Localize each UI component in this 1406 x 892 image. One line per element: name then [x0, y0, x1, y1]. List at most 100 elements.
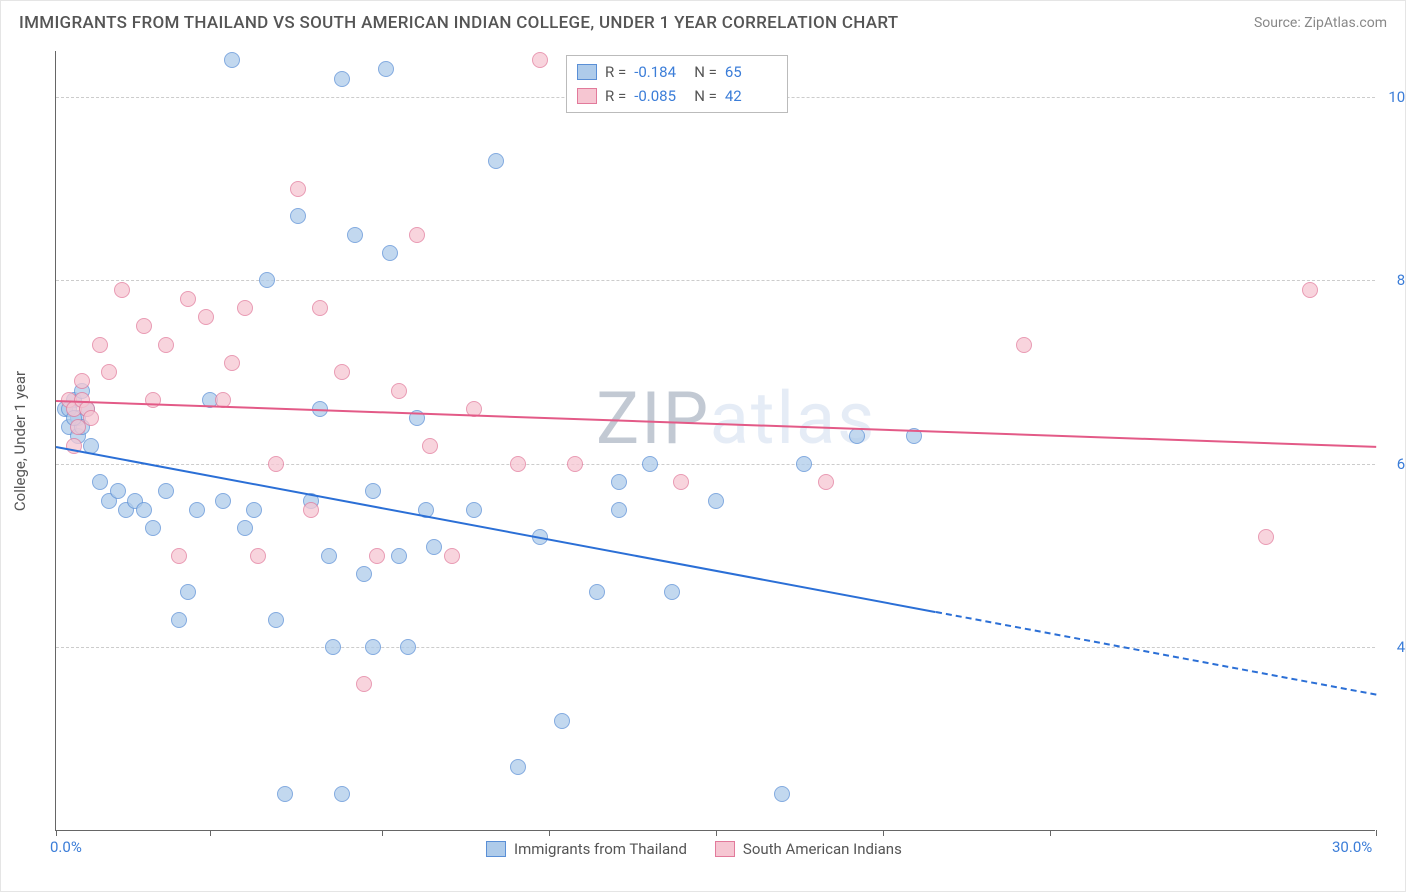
data-point — [114, 282, 130, 298]
data-point — [444, 548, 460, 564]
legend-swatch — [577, 88, 597, 104]
data-point — [237, 520, 253, 536]
data-point — [180, 291, 196, 307]
data-point — [215, 493, 231, 509]
data-point — [171, 548, 187, 564]
data-point — [198, 309, 214, 325]
data-point — [334, 364, 350, 380]
watermark: ZIPatlas — [596, 376, 876, 461]
data-point — [312, 300, 328, 316]
data-point — [268, 456, 284, 472]
data-point — [708, 493, 724, 509]
data-point — [334, 71, 350, 87]
legend-label: South American Indians — [743, 840, 902, 858]
data-point — [488, 153, 504, 169]
data-point — [426, 539, 442, 555]
y-axis-label: College, Under 1 year — [11, 370, 29, 510]
legend-swatch — [486, 841, 506, 857]
gridline — [56, 464, 1375, 465]
legend-item: South American Indians — [715, 840, 902, 858]
x-tick — [1376, 830, 1377, 836]
legend-swatch — [577, 64, 597, 80]
data-point — [356, 566, 372, 582]
data-point — [189, 502, 205, 518]
data-point — [391, 383, 407, 399]
y-tick-label: 80.0% — [1397, 271, 1406, 289]
data-point — [290, 181, 306, 197]
r-label: R = — [605, 63, 626, 81]
data-point — [510, 759, 526, 775]
chart-container: IMMIGRANTS FROM THAILAND VS SOUTH AMERIC… — [0, 0, 1406, 892]
n-value: 65 — [725, 63, 777, 81]
data-point — [365, 483, 381, 499]
source-label: Source: ZipAtlas.com — [1254, 15, 1387, 31]
data-point — [1302, 282, 1318, 298]
data-point — [290, 208, 306, 224]
y-tick-label: 60.0% — [1397, 455, 1406, 473]
data-point — [510, 456, 526, 472]
data-point — [796, 456, 812, 472]
data-point — [303, 502, 319, 518]
stats-legend: R =-0.184N =65R =-0.085N =42 — [566, 55, 788, 113]
r-label: R = — [605, 87, 626, 105]
data-point — [334, 786, 350, 802]
bottom-legend: Immigrants from Thailand South American I… — [486, 840, 902, 858]
legend-label: Immigrants from Thailand — [514, 840, 687, 858]
data-point — [589, 584, 605, 600]
x-tick — [56, 830, 57, 836]
data-point — [237, 300, 253, 316]
data-point — [250, 548, 266, 564]
stats-row: R = -0.085 N = 42 — [577, 84, 777, 108]
data-point — [356, 676, 372, 692]
data-point — [369, 548, 385, 564]
x-tick — [1050, 830, 1051, 836]
data-point — [136, 318, 152, 334]
trend-line — [936, 611, 1376, 696]
data-point — [92, 474, 108, 490]
x-tick — [382, 830, 383, 836]
data-point — [818, 474, 834, 490]
data-point — [224, 355, 240, 371]
legend-item: Immigrants from Thailand — [486, 840, 687, 858]
data-point — [422, 438, 438, 454]
data-point — [774, 786, 790, 802]
data-point — [382, 245, 398, 261]
data-point — [158, 337, 174, 353]
data-point — [325, 639, 341, 655]
data-point — [673, 474, 689, 490]
n-value: 42 — [725, 87, 777, 105]
data-point — [259, 272, 275, 288]
data-point — [466, 502, 482, 518]
gridline — [56, 647, 1375, 648]
gridline — [56, 280, 1375, 281]
data-point — [567, 456, 583, 472]
data-point — [171, 612, 187, 628]
header: IMMIGRANTS FROM THAILAND VS SOUTH AMERIC… — [1, 1, 1405, 41]
data-point — [400, 639, 416, 655]
data-point — [365, 639, 381, 655]
x-tick-label: 30.0% — [1332, 838, 1372, 856]
data-point — [83, 410, 99, 426]
r-value: -0.085 — [634, 87, 686, 105]
data-point — [378, 61, 394, 77]
data-point — [849, 428, 865, 444]
data-point — [136, 502, 152, 518]
data-point — [224, 52, 240, 68]
x-tick — [210, 830, 211, 836]
data-point — [1258, 529, 1274, 545]
x-tick-label: 0.0% — [50, 838, 82, 856]
x-tick — [883, 830, 884, 836]
data-point — [664, 584, 680, 600]
data-point — [277, 786, 293, 802]
data-point — [268, 612, 284, 628]
data-point — [391, 548, 407, 564]
data-point — [611, 502, 627, 518]
data-point — [611, 474, 627, 490]
n-label: N = — [694, 63, 717, 81]
data-point — [347, 227, 363, 243]
y-tick-label: 40.0% — [1397, 638, 1406, 656]
n-label: N = — [694, 87, 717, 105]
data-point — [145, 520, 161, 536]
y-tick-label: 100.0% — [1388, 88, 1406, 106]
x-tick — [716, 830, 717, 836]
